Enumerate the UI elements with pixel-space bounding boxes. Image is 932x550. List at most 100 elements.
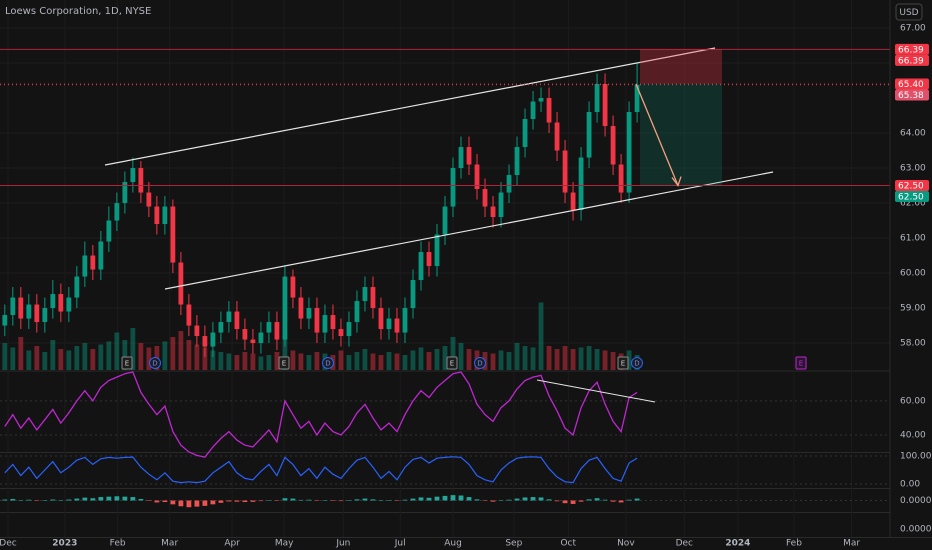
macd-bar [114, 496, 120, 501]
volume-bar [138, 343, 144, 370]
macd-bar [282, 498, 288, 501]
macd-bar [58, 500, 64, 501]
candle-body [186, 304, 192, 326]
volume-bar [66, 350, 72, 370]
candle-body [602, 84, 608, 127]
x-tick-label: Dec [0, 539, 17, 549]
macd-bar [154, 500, 160, 503]
candle-body [234, 311, 240, 330]
currency-box[interactable] [895, 3, 923, 21]
volume-bar [586, 346, 592, 370]
volume-bar [458, 343, 464, 370]
candle-body [210, 332, 216, 347]
price-tag-label: 65.38 [898, 91, 924, 101]
price-tag [895, 43, 929, 55]
rsi-tick-label: 40.00 [900, 430, 926, 440]
macd-bar [226, 500, 232, 502]
macd-bar [290, 498, 296, 501]
volume-bar [274, 352, 280, 370]
macd-bar [10, 498, 16, 501]
macd-bar [626, 499, 632, 501]
candle-body [154, 206, 160, 225]
candle-body [362, 287, 368, 302]
candle-body [98, 241, 104, 270]
macd-bar [74, 498, 80, 501]
event-icon [617, 356, 629, 370]
rsi-line [4, 371, 638, 458]
volume-bar [626, 350, 632, 370]
macd-bar [410, 498, 416, 501]
volume-bar [250, 353, 256, 370]
macd-bar [170, 500, 176, 505]
candle-body [458, 147, 464, 169]
volume-bar [26, 350, 32, 370]
macd-bar [570, 500, 576, 504]
event-icon [446, 356, 458, 370]
candle-body [306, 308, 312, 319]
event-label: D [152, 360, 157, 368]
stoch-tick-label: 100.00 [900, 451, 932, 461]
candle-body [138, 168, 144, 193]
volume-bar [146, 347, 152, 370]
volume-bar [594, 349, 600, 370]
candle-body [330, 315, 336, 330]
volume-bar [610, 352, 616, 370]
currency: USD [899, 8, 918, 18]
channel-upper [104, 47, 716, 166]
candle-body [218, 322, 224, 333]
volume-bar [578, 347, 584, 370]
rsi-trendline [536, 379, 656, 403]
candle-body [618, 164, 624, 193]
macd-bar [538, 497, 544, 501]
x-tick-label: Apr [224, 539, 240, 549]
candle-body [554, 122, 560, 151]
x-tick-label: Dec [676, 539, 693, 549]
event-label: E [799, 360, 803, 368]
event-label: E [621, 360, 625, 368]
macd-bar [474, 499, 480, 501]
candle-body [450, 168, 456, 207]
volume-bar [58, 349, 64, 370]
candle-body [26, 304, 32, 319]
macd-bar [258, 500, 264, 502]
candle-body [50, 294, 56, 309]
event-label: E [450, 360, 454, 368]
macd-bar [562, 500, 568, 504]
x-tick-label: 2023 [52, 539, 77, 549]
volume-bar [386, 352, 392, 370]
price-tag-label: 66.39 [898, 45, 924, 55]
price-tag-label: 66.39 [898, 56, 924, 66]
x-tick-label: Mar [161, 539, 178, 549]
candle-body [586, 112, 592, 158]
y-tick-label: 60.00 [900, 269, 926, 279]
candle-body [578, 157, 584, 211]
volume-bar [506, 352, 512, 370]
volume-bar [194, 344, 200, 370]
event-label: E [282, 360, 286, 368]
macd-bar [594, 498, 600, 501]
macd-bar [354, 499, 360, 501]
volume-bar [226, 353, 232, 370]
volume-bar [106, 341, 112, 370]
macd-bar [34, 500, 40, 501]
volume-bar [74, 346, 80, 370]
macd-bar [442, 495, 448, 501]
macd-bar [370, 499, 376, 501]
macd-bar [434, 496, 440, 501]
macd-bar [90, 498, 96, 501]
volume-bar [42, 352, 48, 370]
volume-bar [362, 349, 368, 370]
macd-bar [298, 499, 304, 501]
candle-body [538, 98, 544, 102]
macd-bar [482, 500, 488, 501]
candle-body [2, 315, 8, 326]
candle-body [114, 203, 120, 221]
macd-tick-label: 0.0000 [900, 496, 932, 506]
volume-bar [410, 350, 416, 370]
macd-bar [426, 497, 432, 501]
rsi-tick-label: 60.00 [900, 396, 926, 406]
stoch-tick-label: 0.00 [900, 479, 920, 489]
macd-bar [250, 500, 256, 502]
